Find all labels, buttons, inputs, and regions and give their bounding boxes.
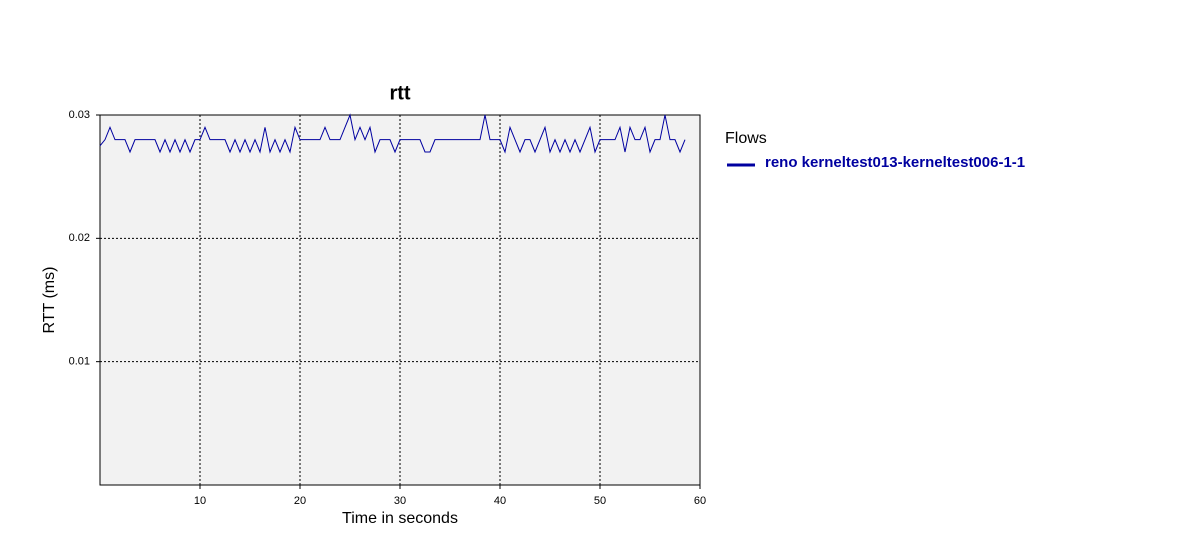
chart-title: rtt xyxy=(389,82,410,104)
legend-title: Flows xyxy=(725,130,767,147)
x-tick-label: 20 xyxy=(294,495,306,507)
y-tick-label: 0.01 xyxy=(69,356,90,368)
y-axis-label: RTT (ms) xyxy=(41,267,58,334)
x-axis-label: Time in seconds xyxy=(342,510,458,527)
x-tick-label: 10 xyxy=(194,495,206,507)
x-tick-label: 30 xyxy=(394,495,406,507)
x-tick-label: 50 xyxy=(594,495,606,507)
y-tick-label: 0.03 xyxy=(69,109,90,121)
series-line xyxy=(99,113,686,154)
y-tick-label: 0.02 xyxy=(69,232,90,244)
x-tick-label: 40 xyxy=(494,495,506,507)
x-tick-label: 60 xyxy=(694,495,706,507)
plot-border xyxy=(99,114,701,486)
legend-label: reno kerneltest013-kerneltest006-1-1 xyxy=(765,154,1025,171)
